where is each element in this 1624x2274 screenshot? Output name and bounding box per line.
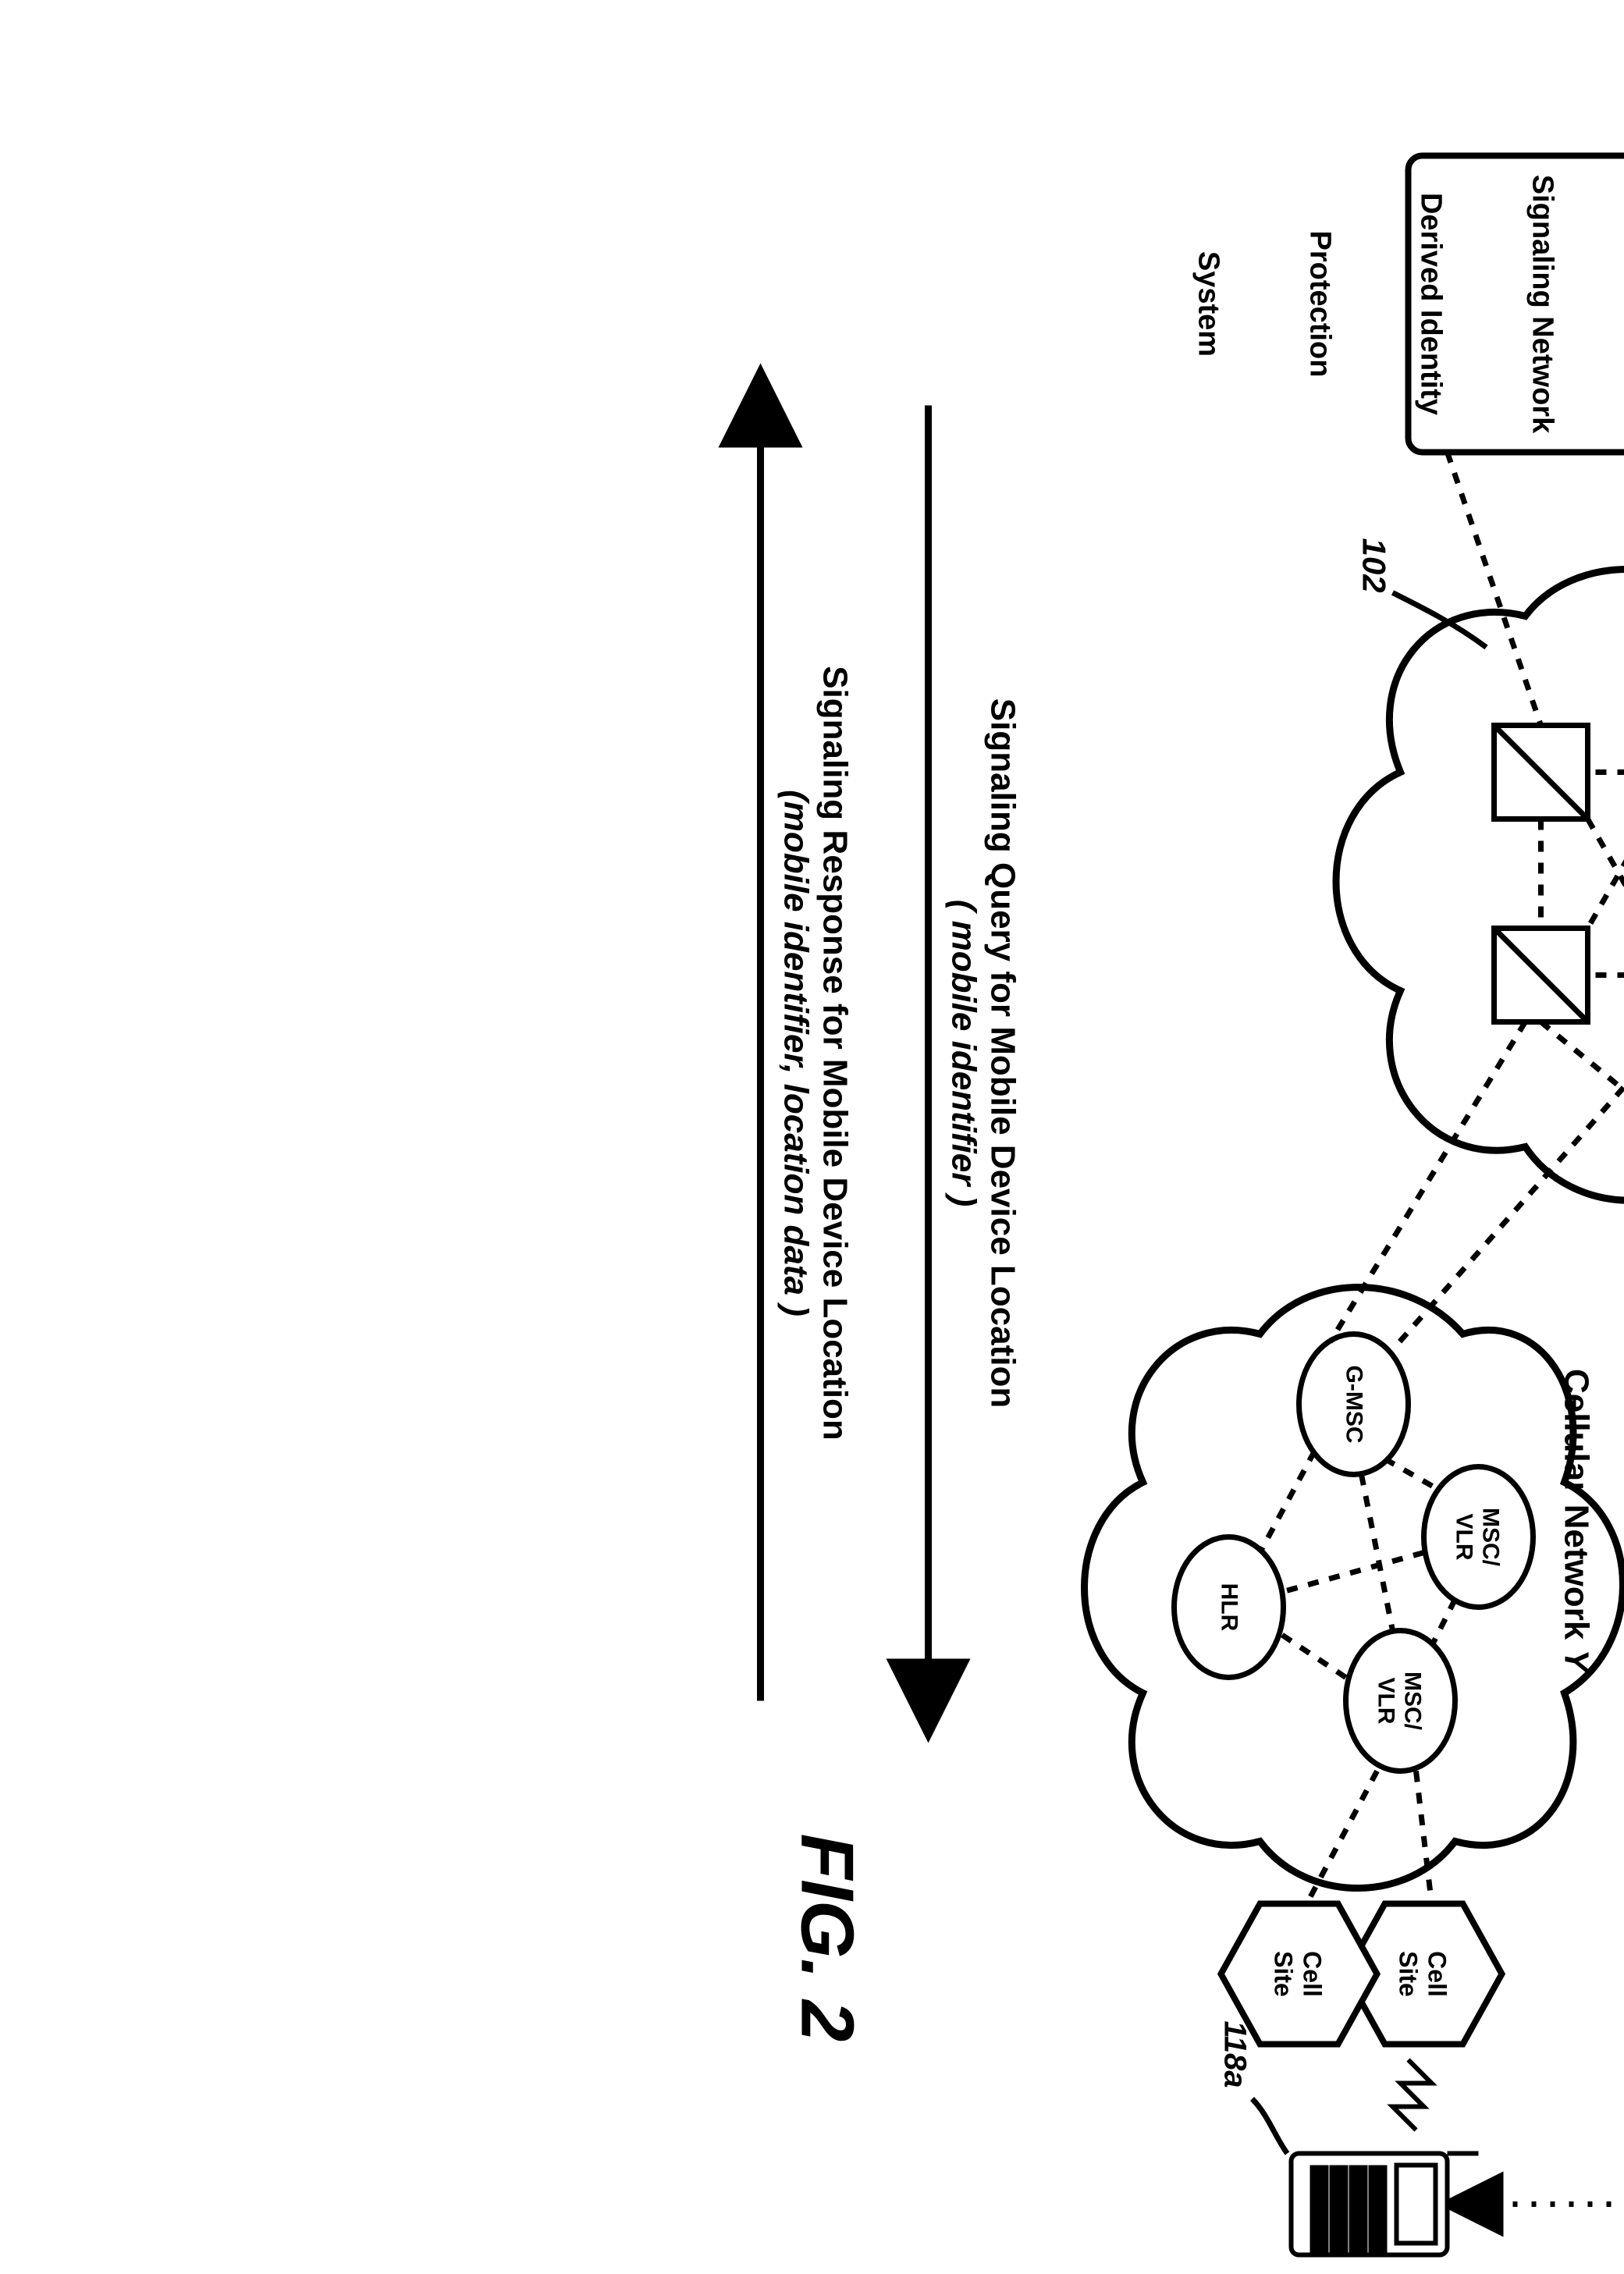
cell-sites-y xyxy=(1221,1904,1502,2045)
query-sub: ( mobile identifier ) xyxy=(944,390,983,1717)
cell-y1-label: Cell Site xyxy=(1394,1928,1452,2021)
cellular-y-title: Cellular Network Y xyxy=(1557,1350,1624,1672)
gmsc-y-label: G-MSC xyxy=(1341,1358,1367,1451)
hlr-y-label: HLR xyxy=(1216,1561,1242,1654)
signaling-cloud xyxy=(1336,570,1624,1201)
msc1-y-label: MSC/ VLR xyxy=(1451,1491,1504,1584)
diagram-canvas: Signaling Network Derived Identity Prote… xyxy=(1,0,1624,1624)
response-sub: (mobile identifier, location data ) xyxy=(776,390,816,1717)
figure-caption: FIG. 2 xyxy=(784,1834,870,2042)
ref-102: 102 xyxy=(1356,538,1393,593)
msc2-y-label: MSC/ VLR xyxy=(1373,1654,1426,1748)
cell-y2-label: Cell Site xyxy=(1269,1928,1327,2021)
phone-y xyxy=(1253,2060,1479,2255)
protection-system-label: Signaling Network Derived Identity Prote… xyxy=(1153,156,1624,453)
query-title: Signaling Query for Mobile Device Locati… xyxy=(983,390,1022,1717)
response-title: Signaling Response for Mobile Device Loc… xyxy=(816,390,855,1717)
ref-118a-y: 118a xyxy=(1217,2021,1253,2088)
